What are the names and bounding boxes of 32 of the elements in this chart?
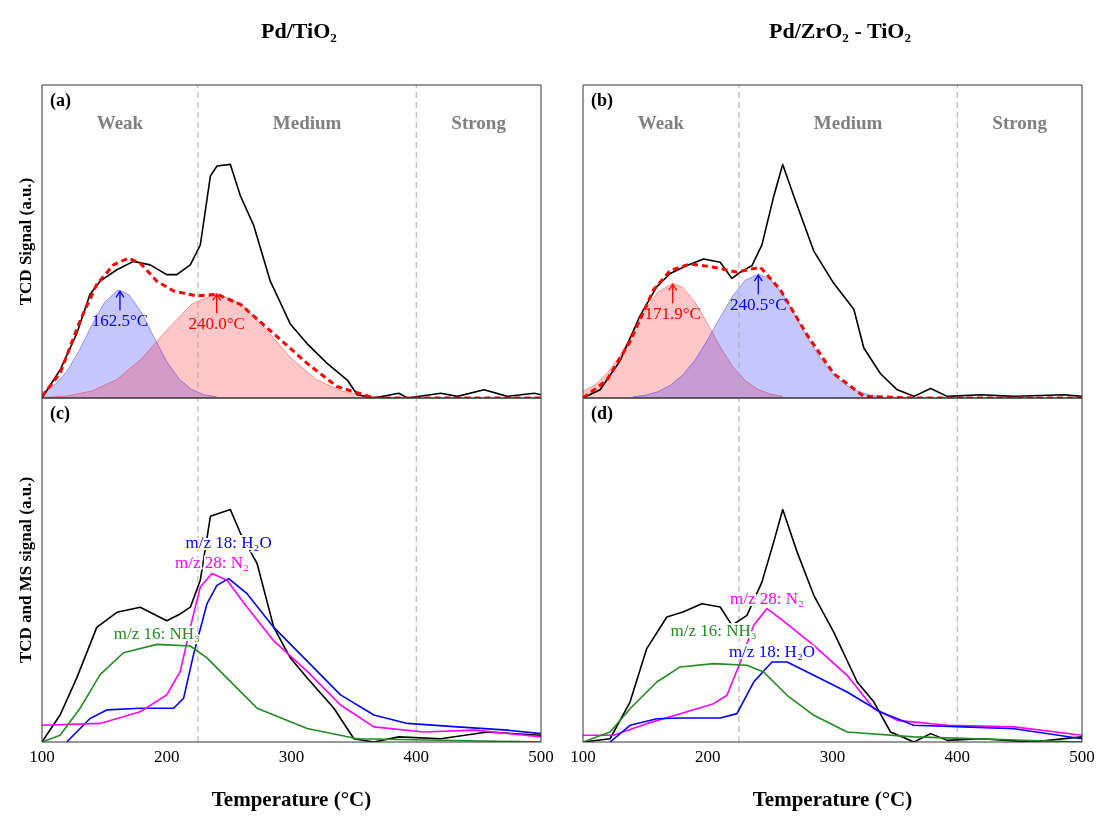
annotation: 240.0°C — [188, 314, 245, 334]
x-tick-label: 200 — [154, 747, 180, 767]
x-tick-label: 500 — [1069, 747, 1095, 767]
text: Weak — [636, 112, 686, 134]
series-label: m/z 28: N₂ — [730, 588, 804, 608]
chart-title: Pd/TiO₂ — [260, 18, 338, 44]
x-tick-label: 200 — [695, 747, 721, 767]
annotation: 162.5°C — [91, 311, 149, 331]
text: Weak — [95, 112, 145, 134]
x-tick-label: 100 — [570, 747, 596, 767]
x-tick-label: 500 — [528, 747, 554, 767]
text: Strong — [450, 112, 507, 134]
text: (b) — [591, 90, 613, 111]
x-tick-label: 300 — [819, 747, 846, 767]
x-axis-title: Temperature (°C) — [752, 787, 913, 811]
y-axis-title: TCD and MS signal (a.u.) — [16, 476, 36, 664]
y-axis-title: TCD Signal (a.u.) — [16, 177, 36, 306]
chart-title: Pd/ZrO₂ - TiO₂ — [768, 18, 912, 44]
text: Medium — [812, 112, 884, 134]
x-axis-title: Temperature (°C) — [211, 787, 372, 811]
x-tick-label: 400 — [944, 747, 970, 767]
annotation: 171.9°C — [644, 304, 701, 324]
text: (a) — [50, 90, 71, 111]
text: (d) — [591, 403, 613, 424]
x-tick-label: 400 — [403, 747, 429, 767]
x-tick-label: 300 — [278, 747, 305, 767]
x-tick-label: 100 — [29, 747, 55, 767]
text: (c) — [50, 403, 70, 424]
series-label: m/z 28: N₂ — [175, 553, 249, 573]
text: Medium — [271, 112, 343, 134]
annotation: 240.5°C — [730, 295, 787, 315]
text: Strong — [991, 112, 1048, 134]
